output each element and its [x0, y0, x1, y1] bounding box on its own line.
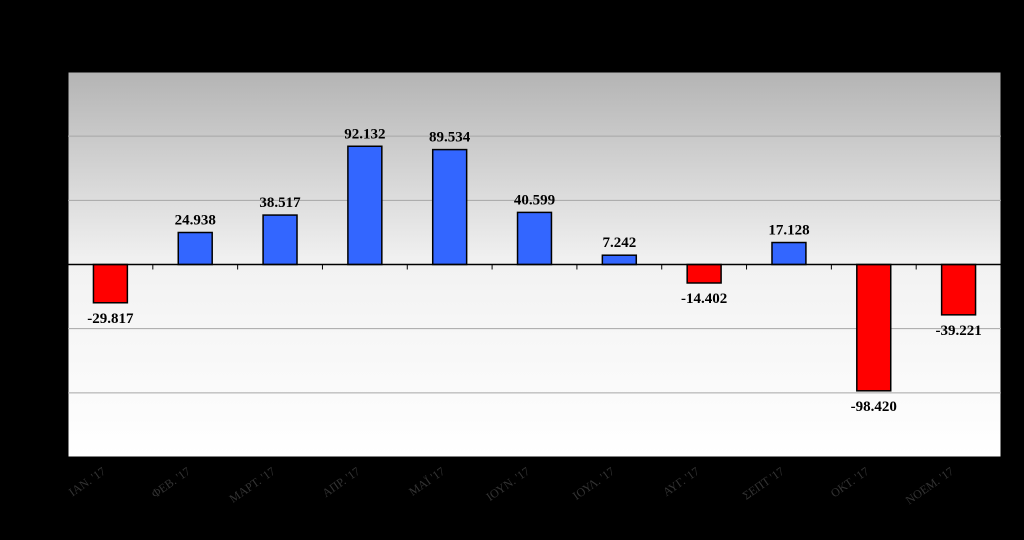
- x-tick-label-8: ΑΥΓ. '17: [660, 464, 702, 499]
- x-axis-tick-labels: ΙΑΝ. '17 ΦΕΒ. '17 ΜΑΡΤ. '17 ΑΠΡ. '17 ΜΑΪ '17…: [66, 464, 956, 507]
- x-tick-label-5: ΜΑΪ '17: [406, 464, 447, 499]
- x-tick-label-2: ΦΕΒ. '17: [149, 464, 193, 501]
- zero-axis: [67, 263, 1002, 270]
- bar-11: [940, 263, 977, 316]
- data-label-4: 92.132: [344, 126, 385, 142]
- bar-6: [516, 211, 553, 266]
- bar-3: [262, 214, 298, 266]
- bar-8: [686, 263, 722, 284]
- x-tick-label-9: ΣΕΠΤ '17: [740, 464, 787, 503]
- bar-4: [347, 145, 383, 266]
- x-tick-label-10: ΟΚΤ. '17: [828, 464, 872, 500]
- bar-2: [177, 231, 213, 266]
- bar-9: [771, 241, 807, 266]
- x-tick-label-7: ΙΟΥΛ. '17: [570, 464, 617, 503]
- bar-1: [92, 263, 129, 304]
- data-label-7: 7.242: [602, 235, 636, 251]
- bars: [92, 145, 977, 392]
- data-label-8: -14.402: [681, 291, 727, 307]
- x-tick-label-3: ΜΑΡΤ. '17: [227, 464, 278, 506]
- bar-7: [601, 254, 638, 266]
- data-label-6: 40.599: [514, 192, 555, 208]
- data-label-5: 89.534: [429, 130, 471, 146]
- data-label-3: 38.517: [259, 195, 301, 211]
- data-label-11: -39.221: [935, 323, 981, 339]
- bar-5: [431, 148, 468, 266]
- x-tick-label-11: ΝΟΕΜ. '17: [903, 464, 956, 507]
- data-label-9: 17.128: [768, 223, 809, 239]
- x-tick-label-1: ΙΑΝ. '17: [66, 464, 108, 499]
- x-tick-label-4: ΑΠΡ. '17: [319, 464, 362, 500]
- data-label-1: -29.817: [87, 311, 134, 327]
- bar-10: [856, 263, 892, 392]
- data-label-2: 24.938: [175, 212, 216, 228]
- data-label-10: -98.420: [851, 399, 897, 415]
- gridlines: [68, 135, 1001, 394]
- data-labels: -29.817 24.938 38.517 92.132 89.534 40.599 7.2…: [87, 126, 981, 415]
- x-tick-label-6: ΙΟΥΝ. '17: [484, 464, 533, 504]
